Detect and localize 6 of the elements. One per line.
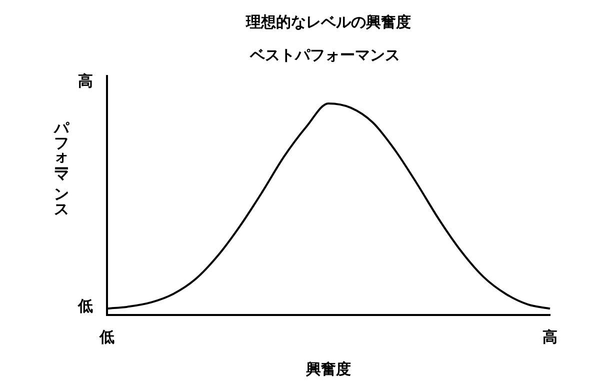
chart-title: 理想的なレベルの興奮度 (245, 12, 411, 31)
text: 高 (78, 72, 93, 90)
x-axis-title: 興奮度 (305, 360, 351, 378)
text: ベストパフォーマンス (249, 46, 400, 64)
text: 低 (77, 296, 93, 315)
y-axis-title: パフォーマンス (52, 110, 71, 212)
